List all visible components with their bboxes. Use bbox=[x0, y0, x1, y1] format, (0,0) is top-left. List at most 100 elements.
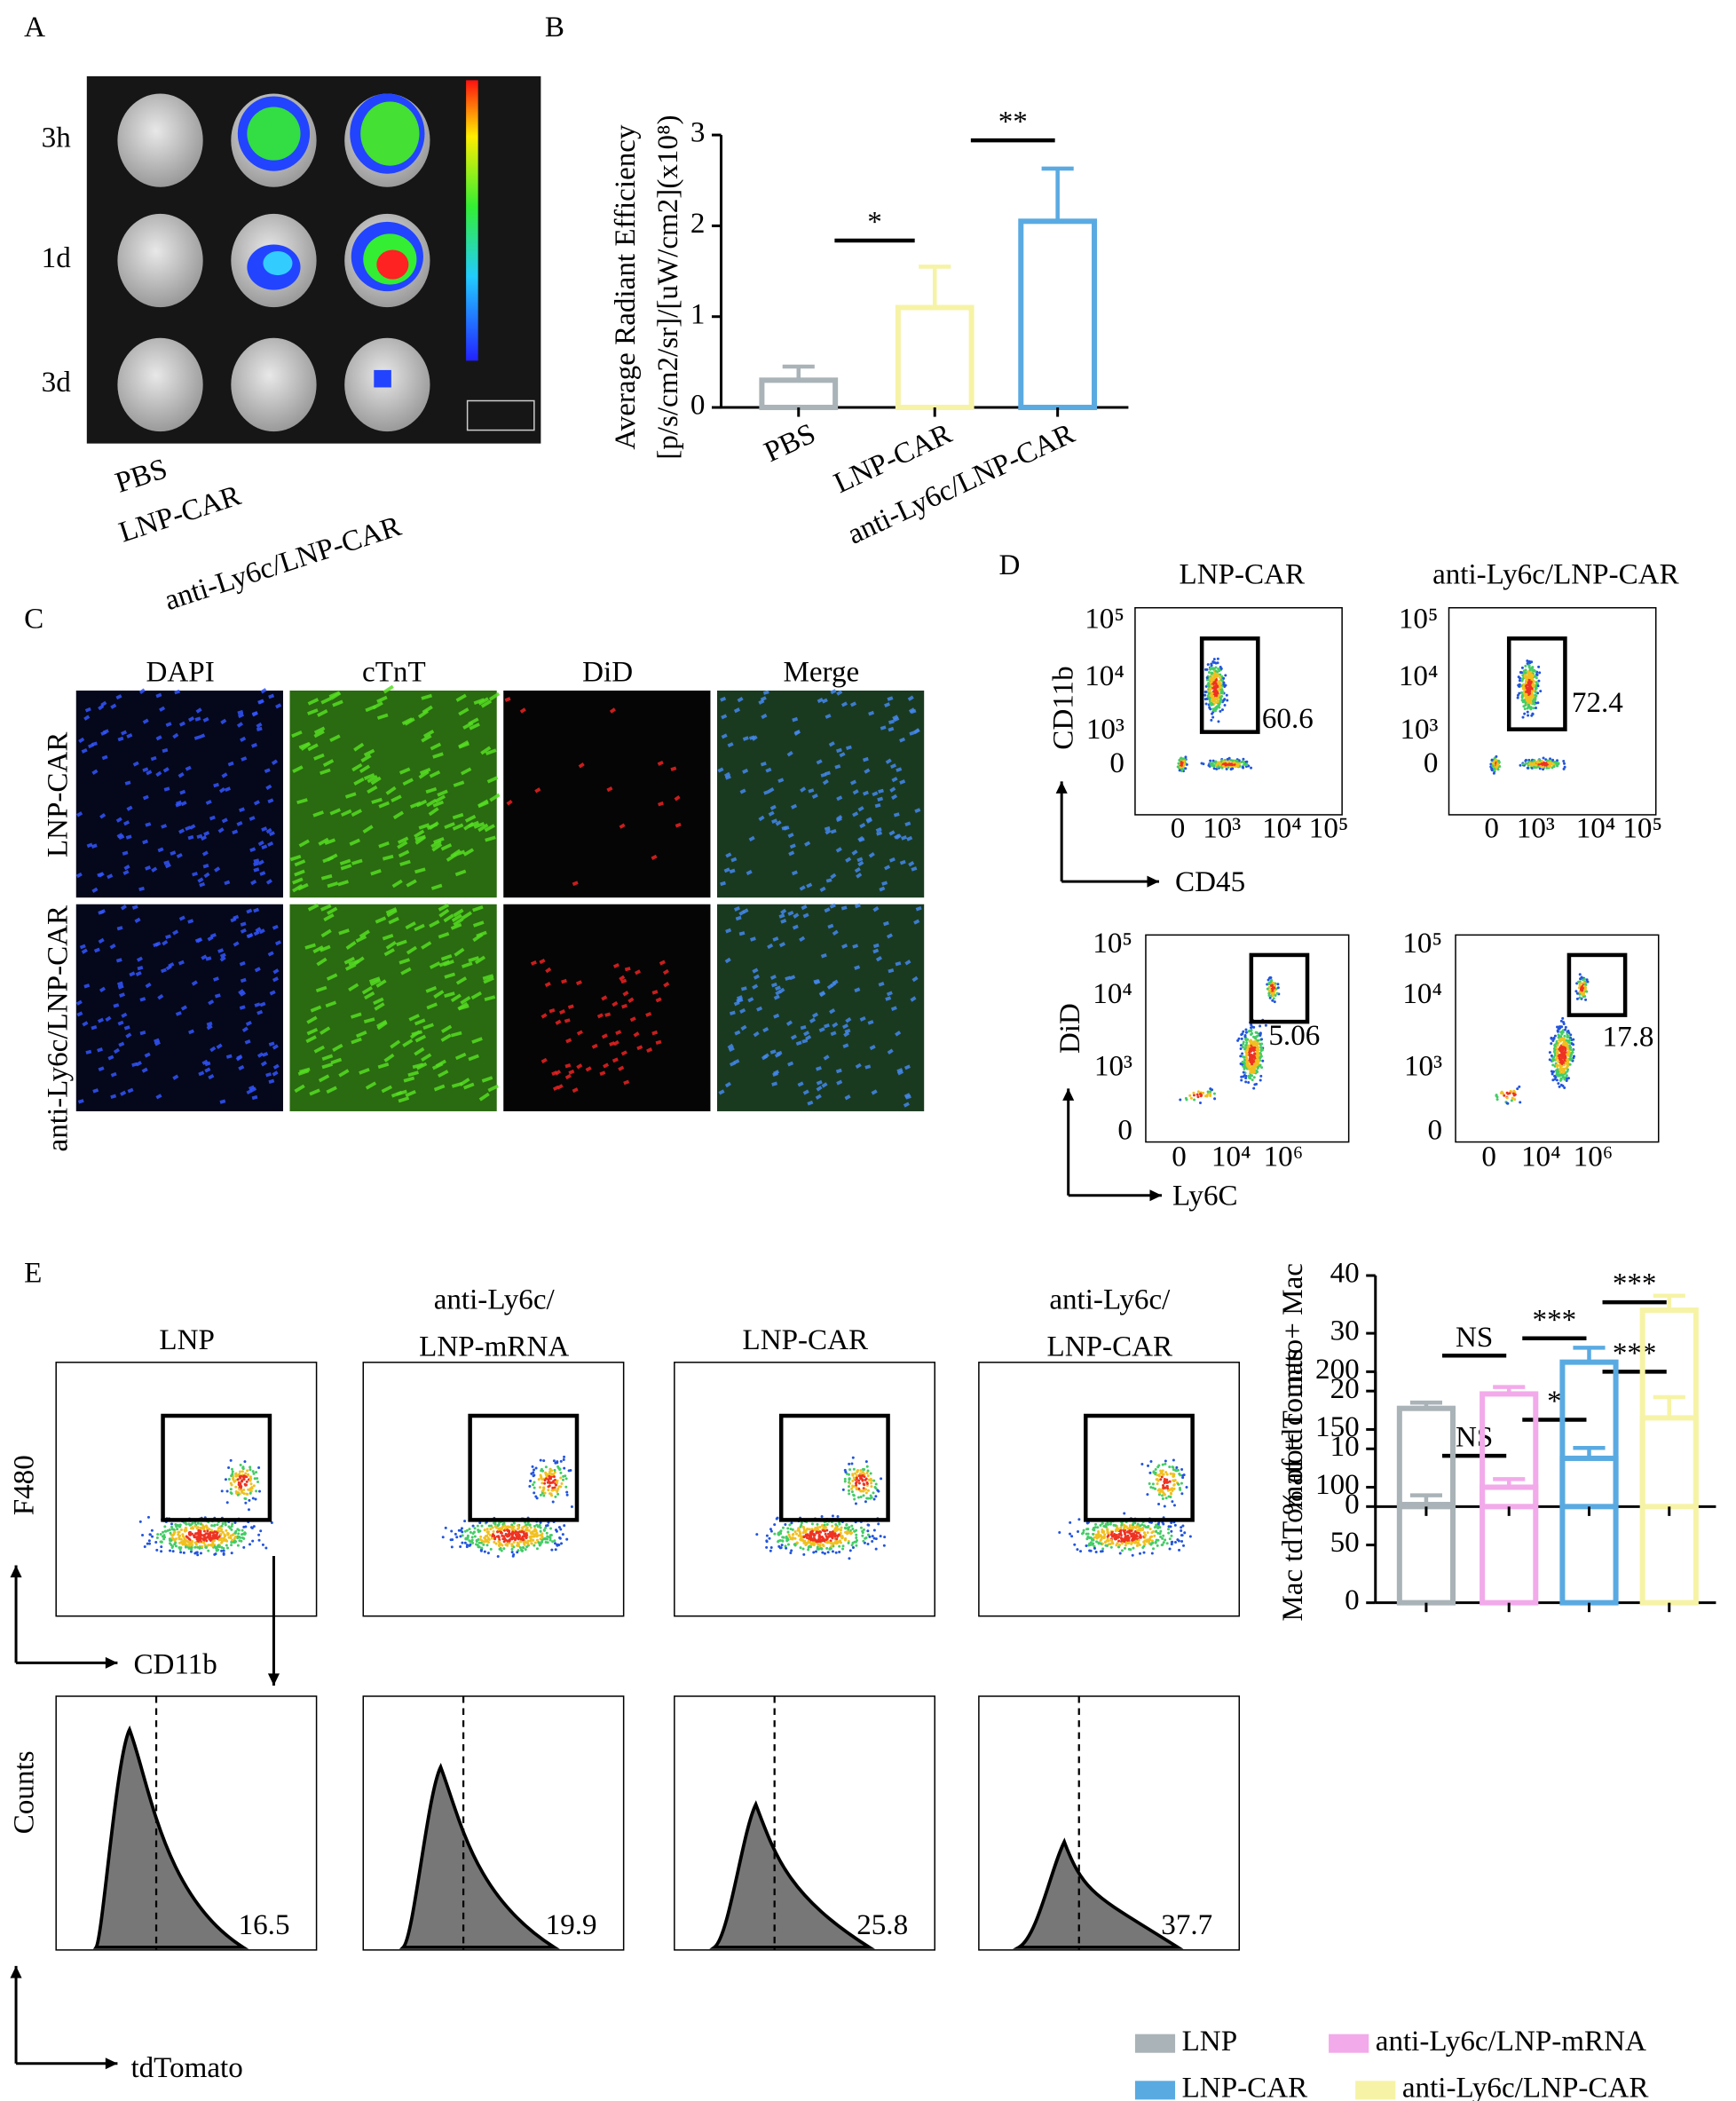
flow-dot bbox=[1153, 1534, 1156, 1537]
tick-label: 10³ bbox=[1203, 813, 1241, 845]
flow-dot bbox=[500, 1528, 503, 1532]
flow-dot bbox=[1267, 991, 1271, 995]
flow-dot bbox=[859, 1469, 863, 1473]
flow-dot bbox=[1550, 1054, 1553, 1057]
flow-dot bbox=[225, 1489, 229, 1493]
micro-speck bbox=[674, 794, 681, 802]
flow-dot bbox=[535, 1523, 539, 1527]
flow-dot bbox=[229, 1458, 233, 1462]
flow-dot bbox=[1080, 1532, 1084, 1536]
flow-dot bbox=[1103, 1540, 1107, 1544]
flow-dot bbox=[855, 1536, 858, 1540]
flow-dot bbox=[1566, 1064, 1569, 1068]
flow-dot bbox=[1156, 1544, 1159, 1547]
flow-dot bbox=[858, 1476, 862, 1480]
flow-dot bbox=[1089, 1549, 1093, 1552]
flow-dot bbox=[219, 1536, 223, 1540]
flow-dot bbox=[155, 1536, 159, 1540]
flow-dot bbox=[1106, 1535, 1109, 1538]
flow-dot bbox=[830, 1542, 833, 1545]
flow-dot bbox=[1205, 676, 1209, 680]
micro-speck bbox=[450, 1031, 462, 1038]
gate bbox=[1249, 952, 1310, 1024]
flow-dot bbox=[765, 1545, 769, 1549]
micro-speck bbox=[196, 833, 203, 840]
flow-dot bbox=[786, 1543, 790, 1546]
flow-dots bbox=[1495, 973, 1590, 1105]
micro-speck bbox=[142, 839, 149, 845]
flow-dot bbox=[1123, 1539, 1126, 1543]
flow-dot bbox=[212, 1539, 216, 1543]
flow-dot bbox=[755, 1533, 759, 1536]
micro-speck bbox=[458, 707, 470, 716]
flow-dot bbox=[172, 1528, 176, 1531]
micro-speck bbox=[159, 706, 166, 712]
flow-dot bbox=[1119, 1534, 1123, 1537]
micro-speck bbox=[829, 1008, 836, 1015]
micro-speck bbox=[477, 801, 489, 809]
flow-dot bbox=[1565, 1061, 1568, 1064]
flow-dot bbox=[519, 1530, 523, 1534]
micro-speck bbox=[320, 1026, 331, 1035]
flow-dot bbox=[1168, 1547, 1172, 1551]
flow-dot bbox=[532, 1474, 535, 1478]
micro-speck bbox=[257, 699, 264, 705]
flow-dot bbox=[563, 1524, 566, 1528]
flow-dot bbox=[231, 1538, 234, 1542]
micro-speck bbox=[519, 707, 526, 714]
flow-dot bbox=[1244, 1050, 1248, 1054]
flow-dot bbox=[768, 1536, 771, 1540]
micro-speck bbox=[378, 841, 390, 849]
micro-speck bbox=[292, 883, 304, 893]
micro-speck bbox=[469, 723, 480, 731]
flow-dot bbox=[1516, 1087, 1519, 1091]
micro-speck bbox=[338, 928, 350, 936]
micro-speck bbox=[348, 983, 359, 992]
flow-dot bbox=[173, 1531, 177, 1535]
flow-dot bbox=[264, 1546, 268, 1550]
micro-speck bbox=[914, 808, 921, 814]
flow-dot bbox=[862, 1487, 865, 1490]
flow-dot bbox=[1210, 718, 1213, 722]
flow-dot bbox=[1499, 1091, 1503, 1095]
tick-label: 0 bbox=[1171, 813, 1186, 845]
micro-speck bbox=[421, 734, 432, 743]
flow-dot bbox=[1142, 1531, 1146, 1535]
flow-dot bbox=[179, 1551, 183, 1554]
flow-dot bbox=[156, 1533, 160, 1536]
flow-dot bbox=[847, 1473, 850, 1476]
micro-speck bbox=[786, 750, 793, 757]
micro-speck bbox=[363, 1017, 375, 1023]
micro-speck bbox=[803, 1031, 810, 1037]
micro-speck bbox=[157, 847, 164, 853]
micro-speck bbox=[816, 1066, 822, 1071]
micro-speck bbox=[237, 713, 245, 719]
flow-dot bbox=[1538, 767, 1542, 770]
micro-speck bbox=[727, 1043, 734, 1050]
micro-speck bbox=[325, 1000, 337, 1008]
micro-speck bbox=[481, 1076, 493, 1083]
flow-dot bbox=[533, 1486, 536, 1489]
percent-value: 19.9 bbox=[546, 1909, 597, 1941]
flow-dot bbox=[1524, 681, 1527, 684]
micro-speck bbox=[830, 873, 837, 880]
flow-dot bbox=[151, 1535, 154, 1538]
micro-speck bbox=[748, 735, 755, 740]
flow-dot bbox=[245, 1492, 249, 1496]
micro-speck bbox=[601, 995, 608, 1001]
flow-dot bbox=[1516, 696, 1519, 699]
micro-speck bbox=[468, 820, 479, 828]
flow-dot bbox=[1177, 1539, 1180, 1543]
flow-dot bbox=[1259, 1046, 1263, 1049]
flow-dot bbox=[251, 1497, 255, 1500]
micro-speck bbox=[373, 997, 384, 1006]
flow-dot bbox=[217, 1544, 220, 1547]
flow-dot bbox=[178, 1548, 182, 1552]
flow-dot bbox=[1222, 683, 1226, 686]
flow-dot bbox=[202, 1538, 206, 1542]
column-label: LNP-CAR bbox=[1179, 559, 1306, 591]
flow-dot bbox=[865, 1484, 869, 1488]
flow-dot bbox=[864, 1488, 868, 1491]
micro-speck bbox=[737, 696, 744, 703]
micro-speck bbox=[845, 1016, 852, 1023]
